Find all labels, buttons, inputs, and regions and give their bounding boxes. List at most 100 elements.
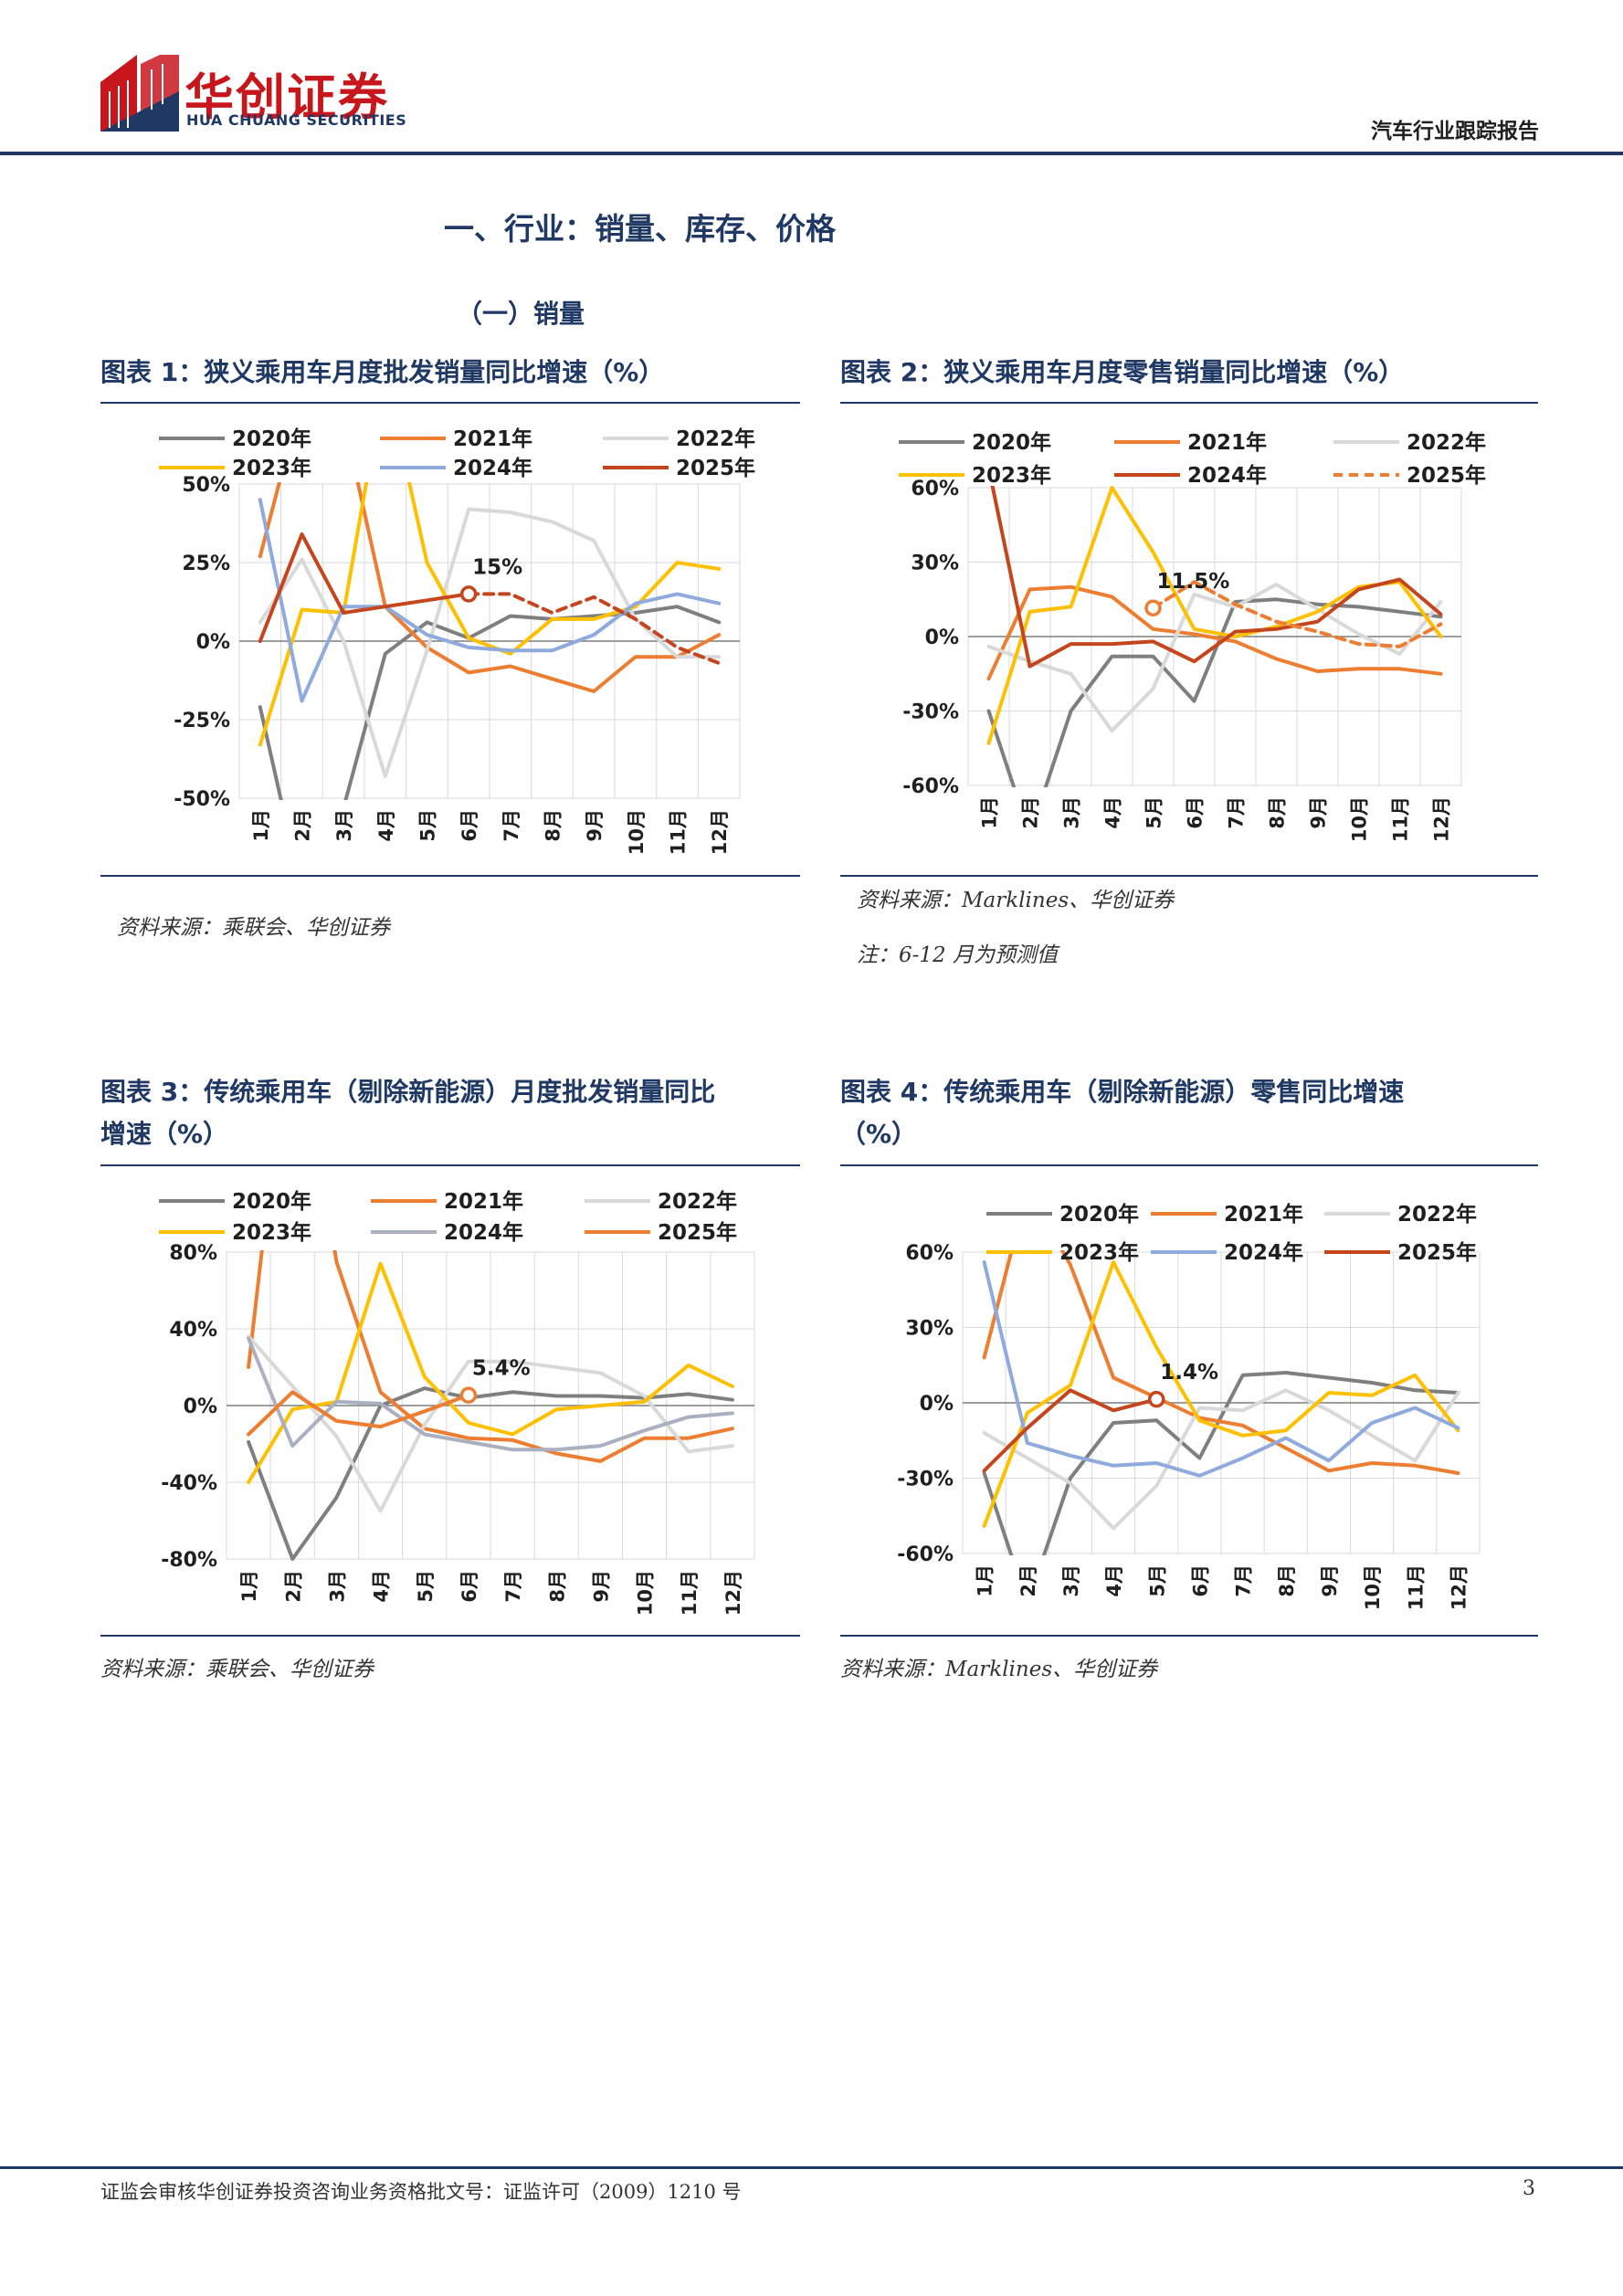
figure-3-top-rule (100, 1164, 800, 1166)
series-line-1 (986, 585, 1443, 681)
figure-3-bottom-rule (100, 1635, 800, 1637)
x-tick-label: 7月 (501, 809, 522, 842)
legend-label: 2022年 (676, 427, 755, 451)
legend-label: 2020年 (1059, 1202, 1139, 1227)
figure-3-chart: 80% 40% 0% -40% -80% 1月 2月 3月 4月 5月 6月 7月 8月 9月 10月 11月… (159, 1189, 755, 1616)
y-tick-label: 60% (905, 1242, 954, 1265)
x-tick-label: 10月 (1362, 1564, 1384, 1610)
figure-4-top-rule (840, 1164, 1538, 1166)
legend-label: 2024年 (453, 456, 532, 480)
y-tick-label: -50% (174, 788, 230, 811)
legend-label: 2024年 (444, 1220, 523, 1245)
figure-4-chart: 60% 30% 0% -30% -60% 1月 2月 3月 4月 5月 6月 7月 8月 9月 10月 11月… (897, 1202, 1481, 1610)
x-tick-label: 9月 (590, 1570, 612, 1603)
legend-label: 2025年 (1407, 463, 1486, 488)
series-line-4 (982, 1260, 1460, 1478)
x-tick-label: 1月 (975, 1564, 996, 1597)
footer-license: 证监会审核华创证券投资咨询业务资格批文号：证监许可（2009）1210 号 (100, 2181, 742, 2203)
legend-label: 2020年 (232, 1189, 311, 1214)
figure-2-chart: 60% 30% 0% -30% -60% 1月 2月 3月 4月 5月 6月 7月 8月 9月 10月 11月… (899, 430, 1486, 842)
x-tick-label: 2月 (1020, 796, 1042, 829)
series-line-1 (982, 1250, 1460, 1475)
figure-1-bottom-rule (100, 875, 800, 877)
x-tick-label: 10月 (635, 1570, 657, 1616)
legend-label: 2022年 (1397, 1202, 1477, 1227)
series-group (258, 482, 722, 800)
y-tick-label: -30% (897, 1469, 954, 1491)
header-divider (0, 152, 1623, 155)
figure-1-source: 资料来源：乘联会、华创证券 (117, 916, 390, 940)
x-tick-label: 10月 (1349, 796, 1371, 842)
y-tick-label: -25% (174, 710, 230, 732)
x-tick-label: 10月 (626, 809, 648, 855)
y-tick-label: 30% (911, 553, 959, 575)
x-tick-label: 4月 (1103, 1564, 1125, 1597)
legend-label: 2021年 (453, 427, 532, 451)
y-tick-label: 0% (196, 631, 230, 654)
series-line-5 (1151, 580, 1443, 648)
series-group (247, 1250, 734, 1561)
x-tick-label: 8月 (1276, 1564, 1298, 1597)
x-tick-label: 9月 (1319, 1564, 1341, 1597)
y-tick-label: -40% (161, 1472, 217, 1495)
series-line-4 (258, 498, 722, 703)
x-tick-label: 6月 (1185, 796, 1207, 829)
legend-label: 2020年 (972, 430, 1051, 455)
x-tick-label: 3月 (326, 1570, 348, 1603)
y-tick-label: -80% (161, 1549, 217, 1572)
figure-2-note: 注：6-12 月为预测值 (857, 943, 1058, 967)
series-line-2 (982, 1388, 1460, 1531)
legend-label: 2024年 (1187, 463, 1267, 488)
series-line-0 (982, 1371, 1460, 1555)
x-tick-label: 12月 (1448, 1564, 1470, 1610)
logo-text-cn: 华创证券 (184, 68, 389, 126)
annotation-marker (1144, 599, 1162, 617)
legend-label: 2025年 (676, 456, 755, 480)
x-tick-label: 3月 (1061, 796, 1083, 829)
series-line-6 (467, 592, 722, 666)
y-tick-label: 25% (182, 553, 230, 575)
annotation-label: 15% (472, 555, 522, 579)
annotation-marker (459, 585, 478, 603)
figure-4-title-line1: 图表 4：传统乘用车（剔除新能源）零售同比增速 (840, 1077, 1405, 1107)
legend-label: 2021年 (444, 1189, 523, 1214)
figure-4-bottom-rule (840, 1635, 1538, 1637)
y-tick-label: 40% (169, 1319, 217, 1342)
series-line-3 (247, 1261, 734, 1484)
x-tick-label: 7月 (1226, 796, 1248, 829)
x-tick-label: 8月 (546, 1570, 568, 1603)
annotation-label: 1.4% (1160, 1361, 1218, 1385)
x-tick-label: 6月 (458, 809, 480, 842)
legend-label: 2020年 (232, 427, 311, 451)
legend-label: 2023年 (232, 456, 311, 480)
x-tick-label: 11月 (668, 809, 690, 855)
y-tick-label: 80% (169, 1242, 217, 1265)
logo: 华创证券 HUA CHUANG SECURITIES (100, 55, 429, 137)
annotation-label: 5.4% (472, 1357, 531, 1381)
section-title: 一、行业：销量、库存、价格 (444, 211, 836, 247)
figure-3-title-line2: 增速（%） (100, 1119, 229, 1149)
series-group (986, 486, 1443, 787)
series-line-5 (258, 532, 471, 643)
figure-2-bottom-rule (840, 875, 1538, 877)
y-tick-label: 60% (911, 478, 959, 500)
x-tick-label: 5月 (1143, 796, 1165, 829)
legend-label: 2021年 (1187, 430, 1267, 455)
x-tick-label: 9月 (1308, 796, 1330, 829)
figure-2-title: 图表 2：狭义乘用车月度零售销量同比增速（%） (840, 357, 1405, 387)
y-tick-label: 50% (182, 474, 230, 497)
legend-label: 2025年 (1397, 1240, 1477, 1265)
figure-4-title-line2: （%） (840, 1119, 918, 1149)
x-tick-label: 8月 (1267, 796, 1289, 829)
series-line-2 (247, 1334, 734, 1513)
annotation-marker (1148, 1390, 1165, 1408)
legend-label: 2022年 (1407, 430, 1486, 455)
series-line-3 (982, 1260, 1460, 1528)
legend-label: 2025年 (658, 1220, 737, 1245)
x-tick-label: 12月 (722, 1570, 744, 1616)
y-tick-label: -30% (902, 701, 959, 724)
x-tick-label: 5月 (415, 1570, 437, 1603)
x-tick-label: 1月 (250, 809, 272, 842)
y-tick-label: 0% (184, 1396, 217, 1418)
series-line-3 (258, 482, 722, 747)
